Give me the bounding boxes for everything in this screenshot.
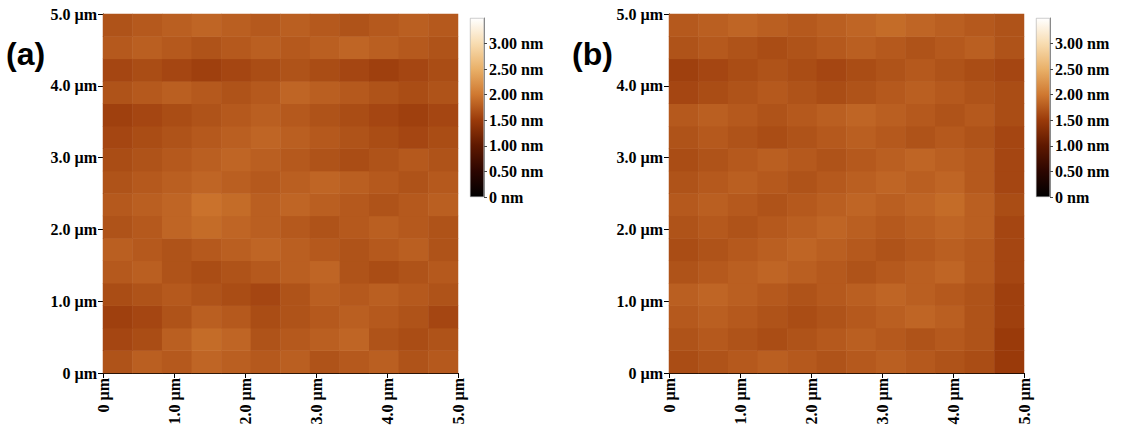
svg-text:5.0 µm: 5.0 µm — [450, 377, 468, 424]
svg-text:2.0 µm: 2.0 µm — [50, 221, 97, 239]
svg-text:4.0 µm: 4.0 µm — [50, 77, 97, 95]
svg-text:1.50 nm: 1.50 nm — [489, 112, 544, 129]
svg-text:2.00 nm: 2.00 nm — [489, 86, 544, 103]
svg-text:3.0 µm: 3.0 µm — [308, 377, 326, 424]
svg-text:1.0 µm: 1.0 µm — [166, 377, 184, 424]
svg-text:2.0 µm: 2.0 µm — [237, 377, 255, 424]
svg-text:0.50 nm: 0.50 nm — [1055, 163, 1110, 180]
svg-text:3.0 µm: 3.0 µm — [616, 149, 663, 167]
svg-text:0 nm: 0 nm — [1055, 189, 1090, 206]
svg-text:5.0 µm: 5.0 µm — [50, 6, 97, 24]
svg-text:(b): (b) — [572, 36, 613, 72]
svg-text:4.0 µm: 4.0 µm — [945, 377, 963, 424]
svg-text:0 µm: 0 µm — [62, 365, 97, 383]
svg-text:1.00 nm: 1.00 nm — [1055, 137, 1110, 154]
svg-text:3.00 nm: 3.00 nm — [489, 35, 544, 52]
svg-text:5.0 µm: 5.0 µm — [616, 6, 663, 24]
svg-text:0 µm: 0 µm — [95, 377, 113, 412]
svg-text:3.0 µm: 3.0 µm — [50, 149, 97, 167]
svg-text:1.00 nm: 1.00 nm — [489, 137, 544, 154]
svg-text:3.00 nm: 3.00 nm — [1055, 35, 1110, 52]
svg-text:2.50 nm: 2.50 nm — [1055, 61, 1110, 78]
svg-text:1.0 µm: 1.0 µm — [732, 377, 750, 424]
svg-text:2.0 µm: 2.0 µm — [616, 221, 663, 239]
svg-text:(a): (a) — [6, 36, 45, 72]
svg-text:1.0 µm: 1.0 µm — [50, 293, 97, 311]
svg-text:2.50 nm: 2.50 nm — [489, 61, 544, 78]
svg-text:2.00 nm: 2.00 nm — [1055, 86, 1110, 103]
svg-text:4.0 µm: 4.0 µm — [379, 377, 397, 424]
svg-text:1.0 µm: 1.0 µm — [616, 293, 663, 311]
svg-text:0 µm: 0 µm — [628, 365, 663, 383]
svg-text:5.0 µm: 5.0 µm — [1016, 377, 1034, 424]
svg-text:0.50 nm: 0.50 nm — [489, 163, 544, 180]
svg-text:2.0 µm: 2.0 µm — [803, 377, 821, 424]
svg-text:3.0 µm: 3.0 µm — [874, 377, 892, 424]
svg-text:0 nm: 0 nm — [489, 189, 524, 206]
svg-text:0 µm: 0 µm — [661, 377, 679, 412]
svg-text:1.50 nm: 1.50 nm — [1055, 112, 1110, 129]
svg-text:4.0 µm: 4.0 µm — [616, 77, 663, 95]
